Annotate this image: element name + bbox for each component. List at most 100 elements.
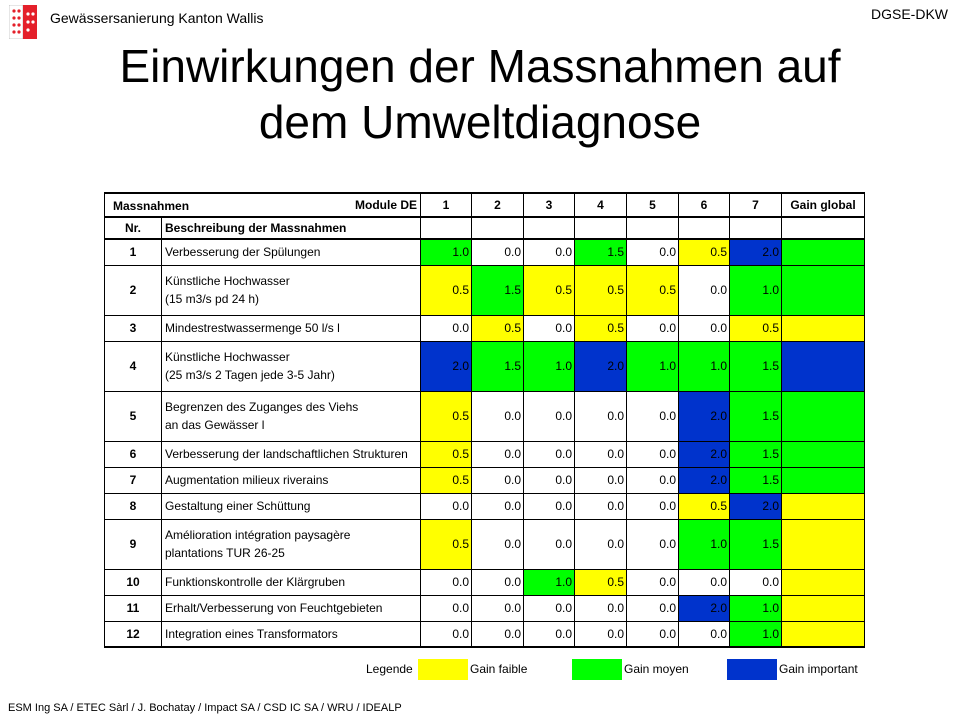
row-description: Augmentation milieux riverains [161,467,421,494]
gain-global-cell [781,315,865,342]
organisation-name: Gewässersanierung Kanton Wallis [50,10,264,26]
module-value-3: 0.0 [523,621,575,648]
row-number: 2 [104,265,162,316]
description-line: Künstliche Hochwasser [165,350,290,364]
row-description: Integration eines Transformators [161,621,421,648]
module-value-5: 0.0 [626,315,679,342]
header-beschreibung: Beschreibung der Massnahmen [161,217,421,240]
measures-table-body: 1 Verbesserung der Spülungen 1.0 0.0 0.0 1.5 0… [104,239,865,648]
gain-global-cell [781,621,865,648]
header-massnahmen: Massnahmen [113,199,190,213]
row-number: 11 [104,595,162,622]
title-line-1: Einwirkungen der Massnahmen auf [119,40,841,92]
row-number: 5 [104,391,162,442]
module-value-1: 2.0 [420,341,472,392]
module-value-2: 0.0 [471,441,524,468]
module-value-1: 0.5 [420,519,472,570]
row-number: 4 [104,341,162,392]
module-value-3: 0.5 [523,265,575,316]
description-line: Begrenzen des Zuganges des Viehs [165,400,359,414]
module-value-6: 0.5 [678,239,730,266]
document-code: DGSE-DKW [871,6,948,22]
module-value-1: 0.0 [420,315,472,342]
module-value-3: 0.0 [523,467,575,494]
module-value-1: 0.0 [420,621,472,648]
module-value-2: 0.0 [471,519,524,570]
module-value-3: 0.0 [523,391,575,442]
header-module-4: 4 [574,192,627,218]
legend-swatch-moyen [572,659,622,680]
module-value-4: 0.5 [574,315,627,342]
header-massnahmen-cell: Massnahmen [104,192,189,218]
description-line: an das Gewässer l [165,418,265,432]
description-line: Mindestrestwassermenge 50 l/s l [165,321,340,335]
row-number: 1 [104,239,162,266]
table-row: 8 Gestaltung einer Schüttung 0.0 0.0 0.0 0.0 0… [104,493,865,520]
table-row: 5 Begrenzen des Zuganges des Viehs an das … [104,391,865,442]
header-module-1: 1 [420,192,472,218]
module-value-2: 1.5 [471,265,524,316]
row-description: Künstliche Hochwasser (15 m3/s pd 24 h) [161,265,421,316]
gain-global-cell [781,441,865,468]
table-row: 12 Integration eines Transformators 0.0 0.0… [104,621,865,648]
module-value-2: 0.0 [471,391,524,442]
row-number: 6 [104,441,162,468]
module-value-1: 0.5 [420,441,472,468]
row-description: Amélioration intégration paysagère planta… [161,519,421,570]
module-value-2: 0.0 [471,621,524,648]
row-description: Verbesserung der landschaftlichen Strukt… [161,441,421,468]
description-line: Funktionskontrolle der Klärgruben [165,575,346,589]
description-line: Erhalt/Verbesserung von Feuchtgebieten [165,601,383,615]
gain-global-cell [781,569,865,596]
module-value-7: 0.5 [729,315,782,342]
description-line: Augmentation milieux riverains [165,473,329,487]
table-row: 11 Erhalt/Verbesserung von Feuchtgebieten… [104,595,865,622]
module-value-3: 0.0 [523,493,575,520]
module-value-3: 0.0 [523,239,575,266]
row-description: Gestaltung einer Schüttung [161,493,421,520]
module-value-1: 0.0 [420,493,472,520]
legend-gain-faible: Gain faible [470,662,528,676]
row-number: 12 [104,621,162,648]
table-row: 4 Künstliche Hochwasser (25 m3/s 2 Tagen j… [104,341,865,392]
module-value-2: 0.0 [471,595,524,622]
module-value-4: 0.0 [574,519,627,570]
module-value-3: 0.0 [523,441,575,468]
table-row: 9 Amélioration intégration paysagère plant… [104,519,865,570]
row-description: Begrenzen des Zuganges des Viehs an das G… [161,391,421,442]
module-value-1: 0.5 [420,467,472,494]
header-module-2: 2 [471,192,524,218]
table-row: 3 Mindestrestwassermenge 50 l/s l 0.0 0.5 0.… [104,315,865,342]
description-line: Amélioration intégration paysagère [165,528,351,542]
description-line: plantations TUR 26-25 [165,546,285,560]
row-description: Erhalt/Verbesserung von Feuchtgebieten [161,595,421,622]
gain-global-cell [781,265,865,316]
measures-table: Massnahmen Module DE 1 2 3 4 5 6 7 Gain … [104,192,865,648]
gain-global-cell [781,595,865,622]
module-value-4: 0.0 [574,595,627,622]
row-number: 8 [104,493,162,520]
gain-global-cell [781,493,865,520]
module-value-2: 0.0 [471,493,524,520]
module-value-5: 0.5 [626,265,679,316]
module-value-3: 0.0 [523,315,575,342]
row-description: Funktionskontrolle der Klärgruben [161,569,421,596]
module-value-6: 2.0 [678,391,730,442]
module-value-7: 1.5 [729,341,782,392]
gain-global-cell [781,519,865,570]
module-value-7: 1.5 [729,441,782,468]
description-line: Gestaltung einer Schüttung [165,499,311,513]
module-value-6: 2.0 [678,595,730,622]
footer-credits: ESM Ing SA / ETEC Sàrl / J. Bochatay / I… [8,702,402,714]
module-value-7: 1.5 [729,391,782,442]
module-value-4: 0.0 [574,391,627,442]
module-value-1: 0.5 [420,265,472,316]
module-value-4: 0.0 [574,493,627,520]
module-value-4: 1.5 [574,239,627,266]
module-value-6: 0.5 [678,493,730,520]
module-value-5: 0.0 [626,595,679,622]
module-value-2: 0.0 [471,569,524,596]
table-row: 6 Verbesserung der landschaftlichen Struk… [104,441,865,468]
module-value-2: 0.0 [471,467,524,494]
header-module-7: 7 [729,192,782,218]
